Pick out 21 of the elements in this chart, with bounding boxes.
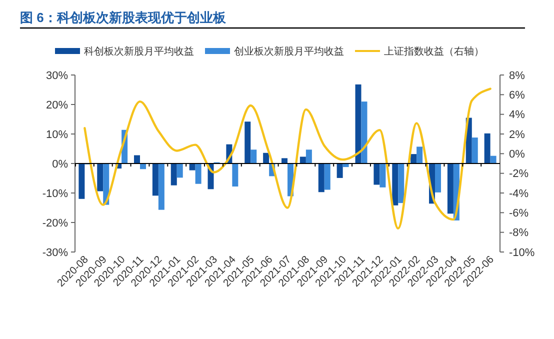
y2-tick-label: 4% — [509, 109, 526, 122]
y2-tick-label: 8% — [509, 70, 526, 82]
y-tick-label: -20% — [42, 217, 68, 230]
y2-tick-label: 0% — [509, 148, 526, 161]
legend-label: 科创板次新股月平均收益 — [84, 46, 194, 58]
y-tick-label: -10% — [42, 188, 68, 200]
y-tick-label: 30% — [46, 70, 68, 82]
y-tick-label: 0% — [52, 158, 68, 170]
y2-tick-label: 6% — [509, 90, 526, 102]
chart-title: 图 6：科创板次新股表现优于创业板 — [20, 10, 227, 25]
legend-label: 上证指数收益（右轴） — [384, 46, 484, 58]
y2-tick-label: -2% — [509, 168, 529, 180]
y2-tick-label: -6% — [509, 208, 529, 220]
y2-tick-label: 2% — [509, 128, 526, 141]
y2-tick-label: -8% — [509, 227, 529, 240]
legend-label: 创业板次新股月平均收益 — [234, 46, 344, 58]
y2-tick-label: -10% — [509, 246, 535, 259]
y-tick-label: 10% — [46, 128, 68, 141]
y-tick-label: -30% — [42, 246, 68, 259]
y-tick-label: 20% — [46, 99, 68, 112]
y2-tick-label: -4% — [509, 188, 529, 200]
